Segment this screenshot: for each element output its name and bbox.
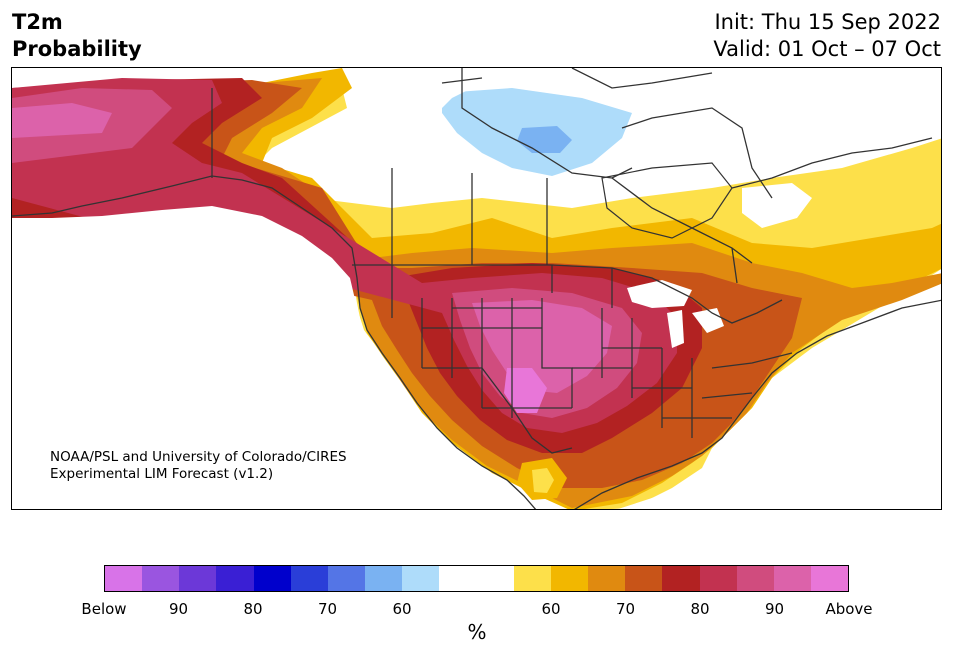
colorbar-tick: 90 (168, 600, 189, 618)
colorbar-cell (625, 566, 663, 591)
probability-field (12, 68, 941, 509)
colorbar-cell (439, 566, 477, 591)
title-type: Probability (12, 37, 142, 61)
colorbar-tick: Above (825, 600, 873, 618)
colorbar-cell (402, 566, 440, 591)
colorbar-tick: 60 (541, 600, 561, 618)
probability-colorbar (104, 565, 849, 592)
init-date: Init: Thu 15 Sep 2022 (714, 10, 941, 34)
colorbar-tick: 90 (764, 600, 785, 618)
colorbar-cell (773, 566, 811, 591)
colorbar-cell (736, 566, 774, 591)
title-variable: T2m (12, 10, 63, 34)
colorbar-tick: 60 (392, 600, 412, 618)
colorbar-tick: 70 (317, 600, 338, 618)
colorbar-cell (662, 566, 700, 591)
colorbar-cell (476, 566, 514, 591)
valid-range: Valid: 01 Oct – 07 Oct (713, 37, 941, 61)
attribution-line-2: Experimental LIM Forecast (v1.2) (50, 466, 274, 482)
colorbar-cell (216, 566, 254, 591)
colorbar-tick: 80 (690, 600, 710, 618)
colorbar-cell (290, 566, 328, 591)
colorbar-cell (588, 566, 626, 591)
map-title: T2m Probability (12, 9, 142, 63)
attribution-line-1: NOAA/PSL and University of Colorado/CIRE… (50, 449, 347, 465)
colorbar-cell (142, 566, 180, 591)
colorbar-cell (810, 566, 849, 591)
colorbar-cell (327, 566, 366, 591)
colorbar-label: % (467, 620, 487, 644)
colorbar-cell (253, 566, 291, 591)
colorbar-cell (550, 566, 589, 591)
colorbar-cell (179, 566, 217, 591)
colorbar-tick: 70 (615, 600, 636, 618)
colorbar-tick: Below (81, 600, 127, 618)
colorbar-tick: 80 (243, 600, 263, 618)
colorbar-cell (699, 566, 737, 591)
forecast-dates: Init: Thu 15 Sep 2022 Valid: 01 Oct – 07… (713, 9, 941, 63)
forecast-map: NOAA/PSL and University of Colorado/CIRE… (11, 67, 942, 510)
colorbar-cell (365, 566, 403, 591)
colorbar-cell (105, 566, 143, 591)
attribution: NOAA/PSL and University of Colorado/CIRE… (50, 449, 347, 483)
colorbar-cell (513, 566, 551, 591)
